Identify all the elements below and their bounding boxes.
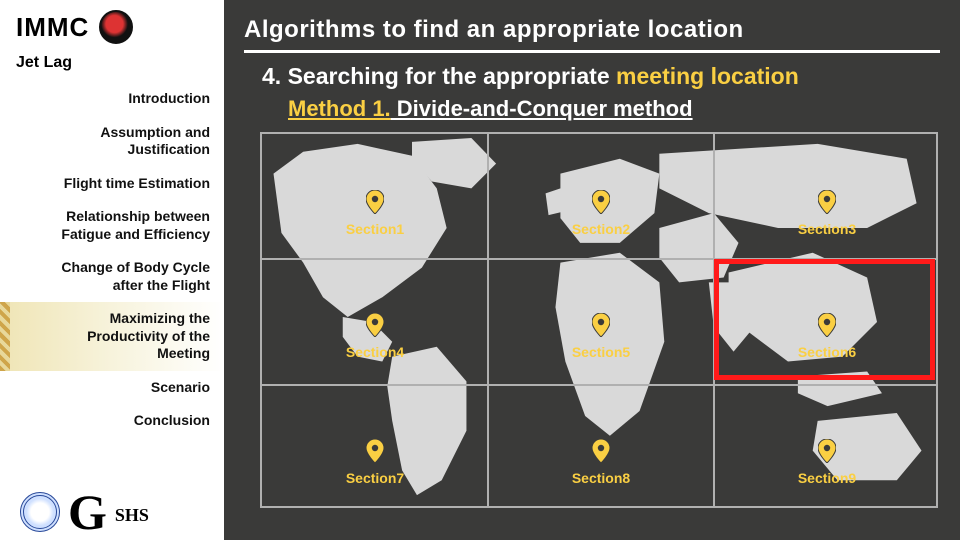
nav-item-2[interactable]: Flight time Estimation bbox=[0, 167, 224, 201]
world-map-grid: Section1 Section2 Section3 Section4 Section5… bbox=[260, 132, 938, 508]
logo-text: IMMC bbox=[16, 12, 89, 43]
title-underline bbox=[244, 50, 940, 53]
seal-icon bbox=[20, 492, 60, 532]
method-heading: Method 1. Divide-and-Conquer method bbox=[244, 90, 940, 128]
section-label-3: Section3 bbox=[798, 221, 856, 237]
section-label-5: Section5 bbox=[572, 344, 630, 360]
pin-icon-2 bbox=[592, 190, 610, 219]
section-label-6: Section6 bbox=[798, 344, 856, 360]
main-title: Algorithms to find an appropriate locati… bbox=[244, 16, 940, 44]
nav-item-3[interactable]: Relationship betweenFatigue and Efficien… bbox=[0, 200, 224, 251]
section-label-9: Section9 bbox=[798, 470, 856, 486]
method-accent: Method 1. bbox=[288, 96, 391, 121]
pin-icon-6 bbox=[818, 313, 836, 342]
section-label-4: Section4 bbox=[346, 344, 404, 360]
pin-icon-3 bbox=[818, 190, 836, 219]
footer-sub: SHS bbox=[115, 505, 149, 532]
pin-icon-8 bbox=[592, 439, 610, 468]
grid-hline-2 bbox=[262, 384, 936, 386]
nav-item-1[interactable]: Assumption andJustification bbox=[0, 116, 224, 167]
logo-row: IMMC bbox=[0, 10, 224, 48]
main-panel: Algorithms to find an appropriate locati… bbox=[224, 0, 960, 540]
method-rest: Divide-and-Conquer method bbox=[391, 96, 693, 121]
nav-item-6[interactable]: Scenario bbox=[0, 371, 224, 405]
heading-prefix: 4. Searching for the appropriate bbox=[262, 63, 616, 89]
section-label-7: Section7 bbox=[346, 470, 404, 486]
section-label-1: Section1 bbox=[346, 221, 404, 237]
sidebar-footer: G SHS bbox=[0, 486, 224, 540]
pin-icon-1 bbox=[366, 190, 384, 219]
section-label-8: Section8 bbox=[572, 470, 630, 486]
pin-icon-4 bbox=[366, 313, 384, 342]
nav-item-5[interactable]: Maximizing theProductivity of theMeeting bbox=[0, 302, 224, 371]
sidebar-nav: IntroductionAssumption andJustificationF… bbox=[0, 82, 224, 486]
logo-badge-icon bbox=[99, 10, 133, 44]
nav-item-7[interactable]: Conclusion bbox=[0, 404, 224, 438]
sidebar: IMMC Jet Lag IntroductionAssumption andJ… bbox=[0, 0, 224, 540]
sidebar-subtitle: Jet Lag bbox=[0, 48, 224, 82]
footer-big-letter: G bbox=[68, 492, 107, 532]
nav-item-0[interactable]: Introduction bbox=[0, 82, 224, 116]
pin-icon-7 bbox=[366, 439, 384, 468]
grid-vline-1 bbox=[487, 134, 489, 506]
nav-item-4[interactable]: Change of Body Cycleafter the Flight bbox=[0, 251, 224, 302]
section-label-2: Section2 bbox=[572, 221, 630, 237]
pin-icon-5 bbox=[592, 313, 610, 342]
heading-accent: meeting location bbox=[616, 63, 799, 89]
pin-icon-9 bbox=[818, 439, 836, 468]
section-heading: 4. Searching for the appropriate meeting… bbox=[244, 63, 940, 90]
